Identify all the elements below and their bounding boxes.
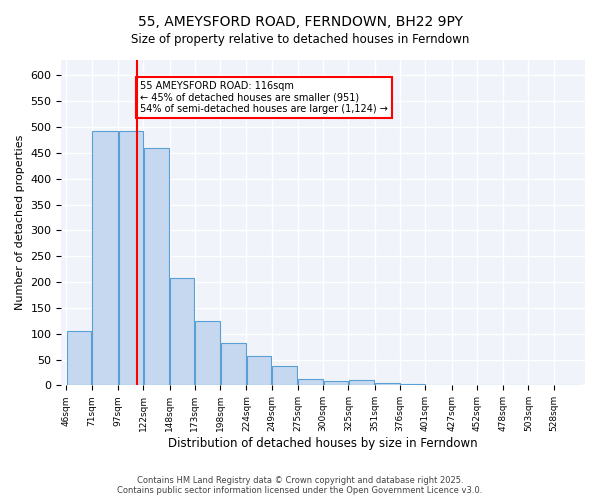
Bar xyxy=(401,384,425,386)
Bar xyxy=(119,131,143,386)
Bar xyxy=(196,321,220,386)
Text: Contains HM Land Registry data © Crown copyright and database right 2025.
Contai: Contains HM Land Registry data © Crown c… xyxy=(118,476,482,495)
Bar xyxy=(247,356,271,386)
Bar xyxy=(272,366,298,386)
Bar xyxy=(221,343,246,386)
Bar xyxy=(349,380,374,386)
Text: 55, AMEYSFORD ROAD, FERNDOWN, BH22 9PY: 55, AMEYSFORD ROAD, FERNDOWN, BH22 9PY xyxy=(137,15,463,29)
Bar xyxy=(170,278,194,386)
Bar xyxy=(144,148,169,386)
Text: Size of property relative to detached houses in Ferndown: Size of property relative to detached ho… xyxy=(131,32,469,46)
X-axis label: Distribution of detached houses by size in Ferndown: Distribution of detached houses by size … xyxy=(169,437,478,450)
Bar xyxy=(298,378,323,386)
Text: 55 AMEYSFORD ROAD: 116sqm
← 45% of detached houses are smaller (951)
54% of semi: 55 AMEYSFORD ROAD: 116sqm ← 45% of detac… xyxy=(140,80,388,114)
Bar xyxy=(92,131,118,386)
Bar xyxy=(375,383,400,386)
Bar xyxy=(67,331,91,386)
Y-axis label: Number of detached properties: Number of detached properties xyxy=(15,135,25,310)
Bar xyxy=(324,380,348,386)
Bar xyxy=(426,385,451,386)
